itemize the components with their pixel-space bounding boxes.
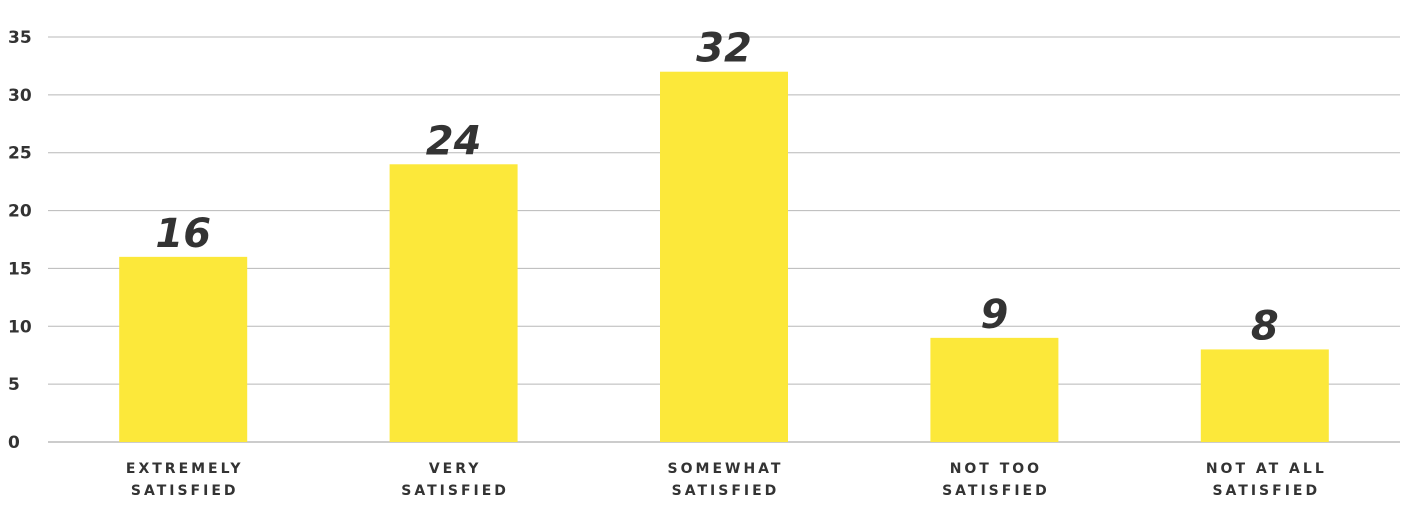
y-tick-label: 5: [8, 375, 20, 395]
category-label: SOMEWHAT: [668, 461, 784, 477]
decorative-circle-icon: [1330, 0, 1420, 10]
bar: [389, 164, 518, 443]
data-label: 9: [980, 292, 1008, 338]
x-axis-categories: EXTREMELY SATISFIED VERY SATISFIED SOMEWHAT S…: [126, 461, 1327, 499]
bar: [1200, 349, 1329, 442]
data-label: 16: [155, 211, 211, 257]
y-tick-label: 0: [8, 433, 20, 453]
y-axis-ticks: 0 5 10 15 20 25 30 35: [8, 28, 32, 453]
data-label: 24: [426, 118, 482, 164]
y-tick-label: 30: [8, 86, 32, 106]
data-label: 32: [696, 26, 752, 72]
category-label: SATISFIED: [131, 483, 239, 499]
bar: [119, 256, 248, 442]
y-tick-label: 10: [8, 317, 32, 337]
category-label: VERY: [429, 461, 482, 477]
y-tick-label: 25: [8, 144, 32, 164]
y-tick-label: 35: [8, 28, 32, 48]
bar: [930, 337, 1059, 442]
y-tick-label: 20: [8, 202, 32, 222]
data-labels: 16 24 32 9 8: [155, 26, 1278, 350]
bar: [660, 71, 788, 442]
category-label: SATISFIED: [1212, 483, 1320, 499]
category-label: SATISFIED: [401, 483, 509, 499]
y-tick-label: 15: [8, 259, 32, 279]
category-label: NOT TOO: [950, 461, 1042, 477]
data-label: 8: [1251, 303, 1279, 349]
category-label: SATISFIED: [672, 483, 780, 499]
category-label: SATISFIED: [942, 483, 1050, 499]
bars: [119, 71, 1329, 443]
category-label: NOT AT ALL: [1206, 461, 1327, 477]
category-label: EXTREMELY: [126, 461, 244, 477]
